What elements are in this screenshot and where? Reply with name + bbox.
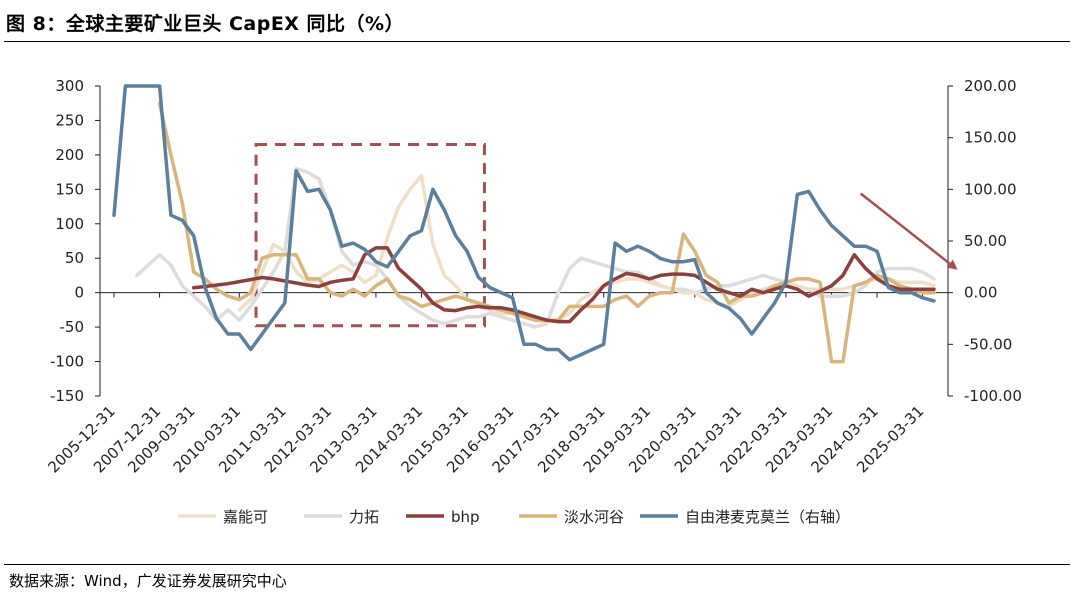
legend-label-vale: 淡水河谷 (564, 508, 624, 526)
left-tick-label: 0 (74, 284, 84, 302)
series-line-freeport (112, 84, 936, 362)
source-note: 数据来源：Wind，广发证券发展研究中心 (9, 572, 287, 590)
left-tick-label: 50 (65, 249, 84, 267)
right-tick-label: 0.00 (964, 284, 997, 302)
title-rule (4, 41, 1070, 42)
legend-label-glencore: 嘉能可 (223, 508, 268, 526)
series-line-bhp (191, 246, 936, 324)
right-tick-label: -50.00 (964, 335, 1012, 353)
left-tick-label: -150 (50, 387, 84, 405)
legend-label-rio-tinto: 力拓 (349, 508, 379, 526)
legend-label-bhp: bhp (451, 508, 480, 526)
right-tick-label: 200.00 (964, 77, 1017, 95)
right-tick-label: -100.00 (964, 387, 1022, 405)
legend-label-freeport: 自由港麦克莫兰（右轴） (685, 508, 850, 526)
trend-arrow (859, 192, 958, 270)
series-line-glencore (237, 173, 936, 324)
source-rule (4, 564, 1070, 565)
left-tick-label: 200 (55, 146, 84, 164)
highlight-dashed-box (254, 143, 486, 328)
left-tick-label: 300 (55, 77, 84, 95)
figure-title: 图 8：全球主要矿业巨头 CapEX 同比（%） (6, 13, 405, 35)
right-tick-label: 50.00 (964, 232, 1007, 250)
left-tick-label: -100 (50, 353, 84, 371)
left-tick-label: 100 (55, 215, 84, 233)
left-tick-label: 150 (55, 180, 84, 198)
left-tick-label: 250 (55, 111, 84, 129)
right-tick-label: 150.00 (964, 129, 1017, 147)
left-tick-label: -50 (60, 318, 85, 336)
right-tick-label: 100.00 (964, 180, 1017, 198)
series-line-rio-tinto (135, 166, 936, 329)
